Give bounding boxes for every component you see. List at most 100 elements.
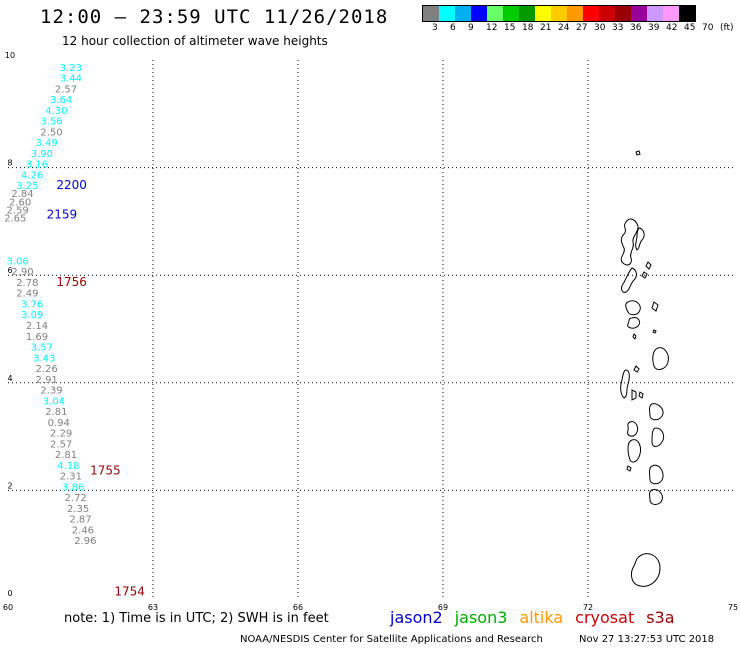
x-tick-label: 75 [728, 603, 738, 612]
island-outline [620, 365, 640, 399]
wave-height-label: 2.81 [45, 407, 67, 418]
satellite-legend-item: jason2 [390, 608, 443, 627]
satellite-legend-item: jason3 [454, 608, 508, 627]
wave-height-label: 3.76 [21, 299, 43, 310]
legend-label: (ft) [720, 23, 734, 33]
x-tick-label: 60 [3, 603, 13, 612]
legend-label: 45 [684, 23, 696, 33]
legend-label: 27 [576, 23, 588, 33]
wave-height-label: 2.26 [36, 364, 58, 375]
legend-swatch [599, 6, 615, 21]
chart-subtitle: 12 hour collection of altimeter wave hei… [62, 34, 328, 48]
legend-swatch [487, 6, 503, 21]
island-outline [621, 267, 637, 293]
legend-label: 18 [522, 23, 534, 33]
wave-height-label: 3.43 [33, 353, 55, 364]
wave-height-label: 2.35 [67, 504, 89, 515]
satellite-legend-item: altika [519, 608, 564, 627]
satellite-legend: jason2 jason3 altika cryosat s3a [390, 608, 687, 627]
legend-swatch [439, 6, 455, 21]
legend-label: 6 [450, 23, 456, 33]
legend-label: 24 [558, 23, 570, 33]
legend-swatch [583, 6, 599, 21]
legend-swatch [535, 6, 551, 21]
legend-swatch [647, 6, 663, 21]
color-legend-labels: 3 6 9 12 15 18 21 24 27 30 33 36 39 42 45 70 (ft) [422, 23, 740, 33]
legend-swatch [567, 6, 583, 21]
x-tick-label: 66 [293, 603, 303, 612]
wave-height-label: 3.25 [16, 181, 38, 192]
wave-height-label: 2.81 [55, 450, 77, 461]
chart-title: 12:00 – 23:59 UTC 11/26/2018 [40, 6, 389, 28]
legend-swatch [423, 6, 439, 21]
y-tick-label: 2 [7, 481, 12, 490]
island-outline [632, 301, 659, 340]
legend-swatch [615, 6, 631, 21]
satellite-legend-item: cryosat [575, 608, 635, 627]
wave-height-label: 2.91 [36, 375, 58, 386]
wave-height-label: 2.29 [50, 429, 72, 440]
legend-label: 9 [468, 23, 474, 33]
axis-ticks: 60 63 66 69 72 75 0 2 4 6 8 10 [3, 51, 738, 612]
legend-swatch [551, 6, 567, 21]
legend-label: 33 [612, 23, 624, 33]
wave-height-label: 3.49 [36, 138, 58, 149]
wave-height-label: 3.86 [62, 482, 84, 493]
wave-height-label: 3.90 [31, 149, 53, 160]
island-outline [625, 300, 641, 329]
credit-text: NOAA/NESDIS Center for Satellite Applica… [240, 634, 543, 645]
legend-label: 39 [648, 23, 660, 33]
legend-label: 36 [630, 23, 642, 33]
y-tick-label: 10 [5, 51, 15, 60]
legend-swatch [663, 6, 679, 21]
wave-height-label: 2.72 [65, 493, 87, 504]
island-outline [620, 218, 639, 266]
island-outline [649, 489, 663, 505]
wave-height-label: 2.39 [40, 386, 62, 397]
note-text: note: 1) Time is in UTC; 2) SWH is in fe… [64, 611, 329, 626]
wave-height-label: 3.56 [40, 117, 62, 128]
y-tick-label: 0 [7, 589, 12, 598]
wave-height-label: 2.57 [55, 84, 77, 95]
wave-height-label: 2.57 [50, 439, 72, 450]
wave-height-label: 3.23 [60, 63, 82, 74]
wave-height-label: 3.09 [21, 310, 43, 321]
y-tick-label: 4 [7, 374, 12, 383]
island-outline [641, 261, 652, 279]
wave-height-label: 0.94 [48, 418, 70, 429]
wave-height-label: 2.50 [40, 127, 62, 138]
wave-height-label: 2.46 [72, 525, 94, 536]
wave-height-label: 1.69 [26, 332, 48, 343]
wave-height-label: 4.26 [21, 170, 43, 181]
legend-label: 12 [486, 23, 498, 33]
wave-height-label: 3.64 [50, 95, 72, 106]
wave-height-label: 2.84 [11, 189, 33, 200]
wave-height-label: 2.78 [16, 278, 38, 289]
time-label: 2159 [47, 208, 78, 222]
wave-height-values: 3.233.442.573.644.303.562.503.493.903.16… [4, 63, 96, 547]
island-outline [631, 553, 661, 587]
island-outline [627, 421, 641, 463]
time-label: 1756 [56, 275, 87, 289]
wave-height-label: 2.65 [4, 213, 26, 224]
time-label: 2200 [56, 178, 87, 192]
wave-height-label: 3.06 [7, 256, 29, 267]
wave-height-label: 4.18 [57, 461, 79, 472]
island-outline [652, 347, 669, 370]
x-tick-label: 72 [583, 603, 593, 612]
wave-height-label: 2.59 [7, 205, 29, 216]
island-outline [635, 227, 645, 251]
time-label: 1755 [90, 463, 121, 477]
wave-height-label: 2.60 [9, 197, 31, 208]
legend-swatch [679, 6, 695, 21]
time-labels: 2200 2159 1756 1755 1754 [47, 178, 145, 598]
y-tick-label: 8 [7, 159, 12, 168]
legend-label: 21 [540, 23, 552, 33]
footer: NOAA/NESDIS Center for Satellite Applica… [240, 634, 714, 645]
legend-swatch [519, 6, 535, 21]
wave-height-label: 2.14 [26, 321, 48, 332]
island-outline [649, 403, 665, 447]
legend-swatch [631, 6, 647, 21]
y-tick-label: 6 [7, 266, 12, 275]
color-legend-bar [422, 5, 696, 22]
